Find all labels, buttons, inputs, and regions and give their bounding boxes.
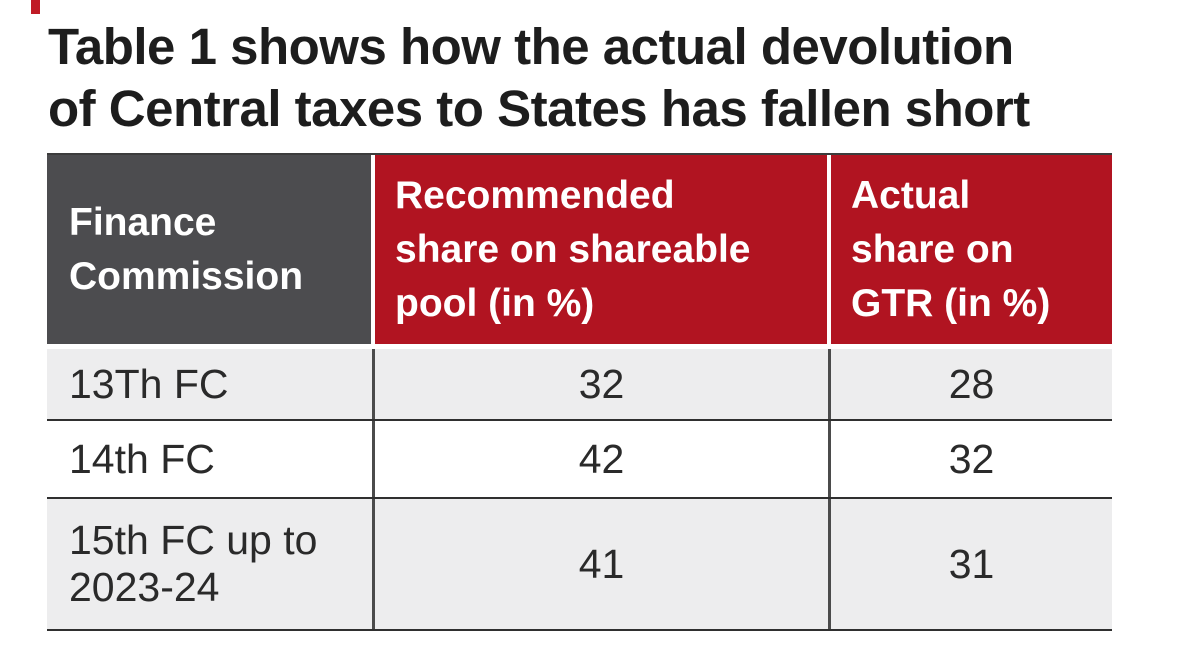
table-row: 13Th FC 32 28 [47, 349, 1112, 421]
cell-commission: 15th FC up to 2023-24 [69, 517, 318, 610]
column-header-actual-share: Actual share on GTR (in %) [831, 155, 1112, 344]
cell-actual-share: 31 [948, 540, 995, 587]
column-header-finance-commission: Finance Commission [47, 155, 371, 344]
table-header-row: Finance Commission Recommended share on … [47, 153, 1112, 344]
table-row: 15th FC up to 2023-24 41 31 [47, 499, 1112, 631]
cell-recommended-share: 41 [578, 540, 625, 587]
cell-commission: 13Th FC [69, 360, 229, 407]
column-divider [372, 349, 375, 419]
cell-commission: 14th FC [69, 435, 215, 482]
column-divider [828, 349, 831, 419]
cell-actual-share: 28 [948, 360, 995, 407]
accent-dash [31, 0, 40, 14]
column-divider [372, 421, 375, 497]
table-row: 14th FC 42 32 [47, 421, 1112, 499]
column-divider [828, 421, 831, 497]
chart-title: Table 1 shows how the actual devolution … [48, 18, 1030, 137]
column-divider [372, 499, 375, 629]
data-table: Finance Commission Recommended share on … [47, 153, 1112, 631]
column-divider [828, 499, 831, 629]
column-header-recommended-share: Recommended share on shareable pool (in … [375, 155, 827, 344]
cell-recommended-share: 32 [578, 360, 625, 407]
table-body: 13Th FC 32 28 14th FC 42 32 15th FC up t… [47, 349, 1112, 631]
cell-actual-share: 32 [948, 435, 995, 482]
cell-recommended-share: 42 [578, 435, 625, 482]
